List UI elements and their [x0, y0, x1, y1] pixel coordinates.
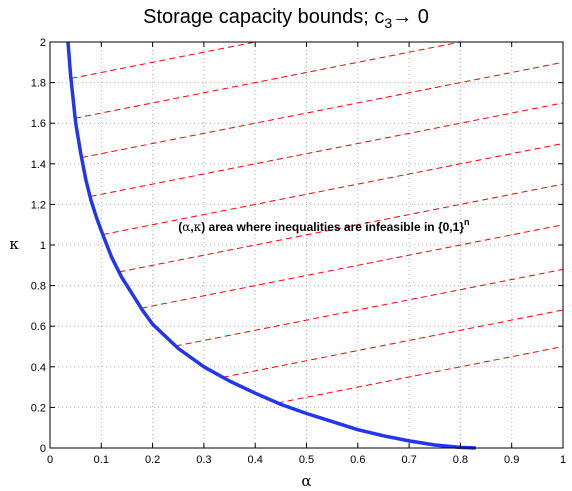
chart-title-main: Storage capacity bounds; c [143, 6, 385, 28]
y-tick-label: 0.6 [31, 321, 46, 333]
hatch-line [81, 61, 564, 158]
annotation-text: ) area where inequalities are infeasible… [201, 220, 464, 234]
chart-title: Storage capacity bounds; c3→ 0 [0, 6, 572, 31]
chart-title-arrow: → [392, 6, 413, 28]
x-tick-label: 0.4 [248, 454, 263, 466]
hatch-line [222, 309, 564, 378]
hatch-line [277, 346, 564, 404]
y-axis-label: κ [9, 235, 19, 253]
series-layer [66, 41, 476, 450]
y-tick-label: 1.4 [31, 159, 46, 171]
annotation-paren: ( [178, 220, 182, 234]
annotation-superscript: n [464, 217, 470, 227]
y-tick-label: 0.4 [31, 362, 46, 374]
x-tick-label: 0.8 [453, 454, 468, 466]
y-tick-label: 2 [40, 37, 46, 49]
grid-layer [50, 42, 563, 448]
annotation-comma: , [190, 220, 193, 234]
chart-title-tail: 0 [412, 6, 429, 28]
hatch-line [70, 41, 256, 79]
x-tick-label: 0.1 [94, 454, 109, 466]
annotation-alpha: α [182, 220, 190, 234]
hatch-line [141, 224, 564, 309]
y-tick-label: 1.2 [31, 199, 46, 211]
y-tick-label: 0.8 [31, 281, 46, 293]
hatch-line [119, 183, 564, 273]
x-tick-label: 0.7 [401, 454, 416, 466]
y-tick-label: 0.2 [31, 402, 46, 414]
x-tick-label: 0 [47, 454, 53, 466]
y-tick-label: 1 [40, 240, 46, 252]
x-tick-label: 0.6 [350, 454, 365, 466]
hatch-line [102, 143, 564, 236]
annotation-kappa: κ [194, 220, 202, 234]
x-tick-label: 0.5 [299, 454, 314, 466]
y-tick-label: 1.8 [31, 78, 46, 90]
y-tick-label: 0 [40, 443, 46, 455]
tick-layer: 0 0.1 0.2 0.3 0.4 0.5 0.6 0.7 0.8 0.9 1 0 0.2 0.4 0.6 0… [31, 37, 566, 466]
chart-title-subscript: 3 [384, 15, 393, 31]
x-axis-label: α [301, 472, 311, 490]
hatch-line [175, 268, 564, 347]
x-tick-label: 0.2 [145, 454, 160, 466]
region-annotation: (α,κ) area where inequalities are infeas… [178, 217, 469, 234]
y-tick-label: 1.6 [31, 118, 46, 130]
bound-curve [66, 41, 476, 450]
hatch-line [75, 41, 461, 119]
hatch-layer [70, 41, 564, 404]
x-tick-label: 0.9 [504, 454, 519, 466]
x-tick-label: 0.3 [196, 454, 211, 466]
hatch-line [90, 102, 564, 197]
x-tick-label: 1 [560, 454, 566, 466]
